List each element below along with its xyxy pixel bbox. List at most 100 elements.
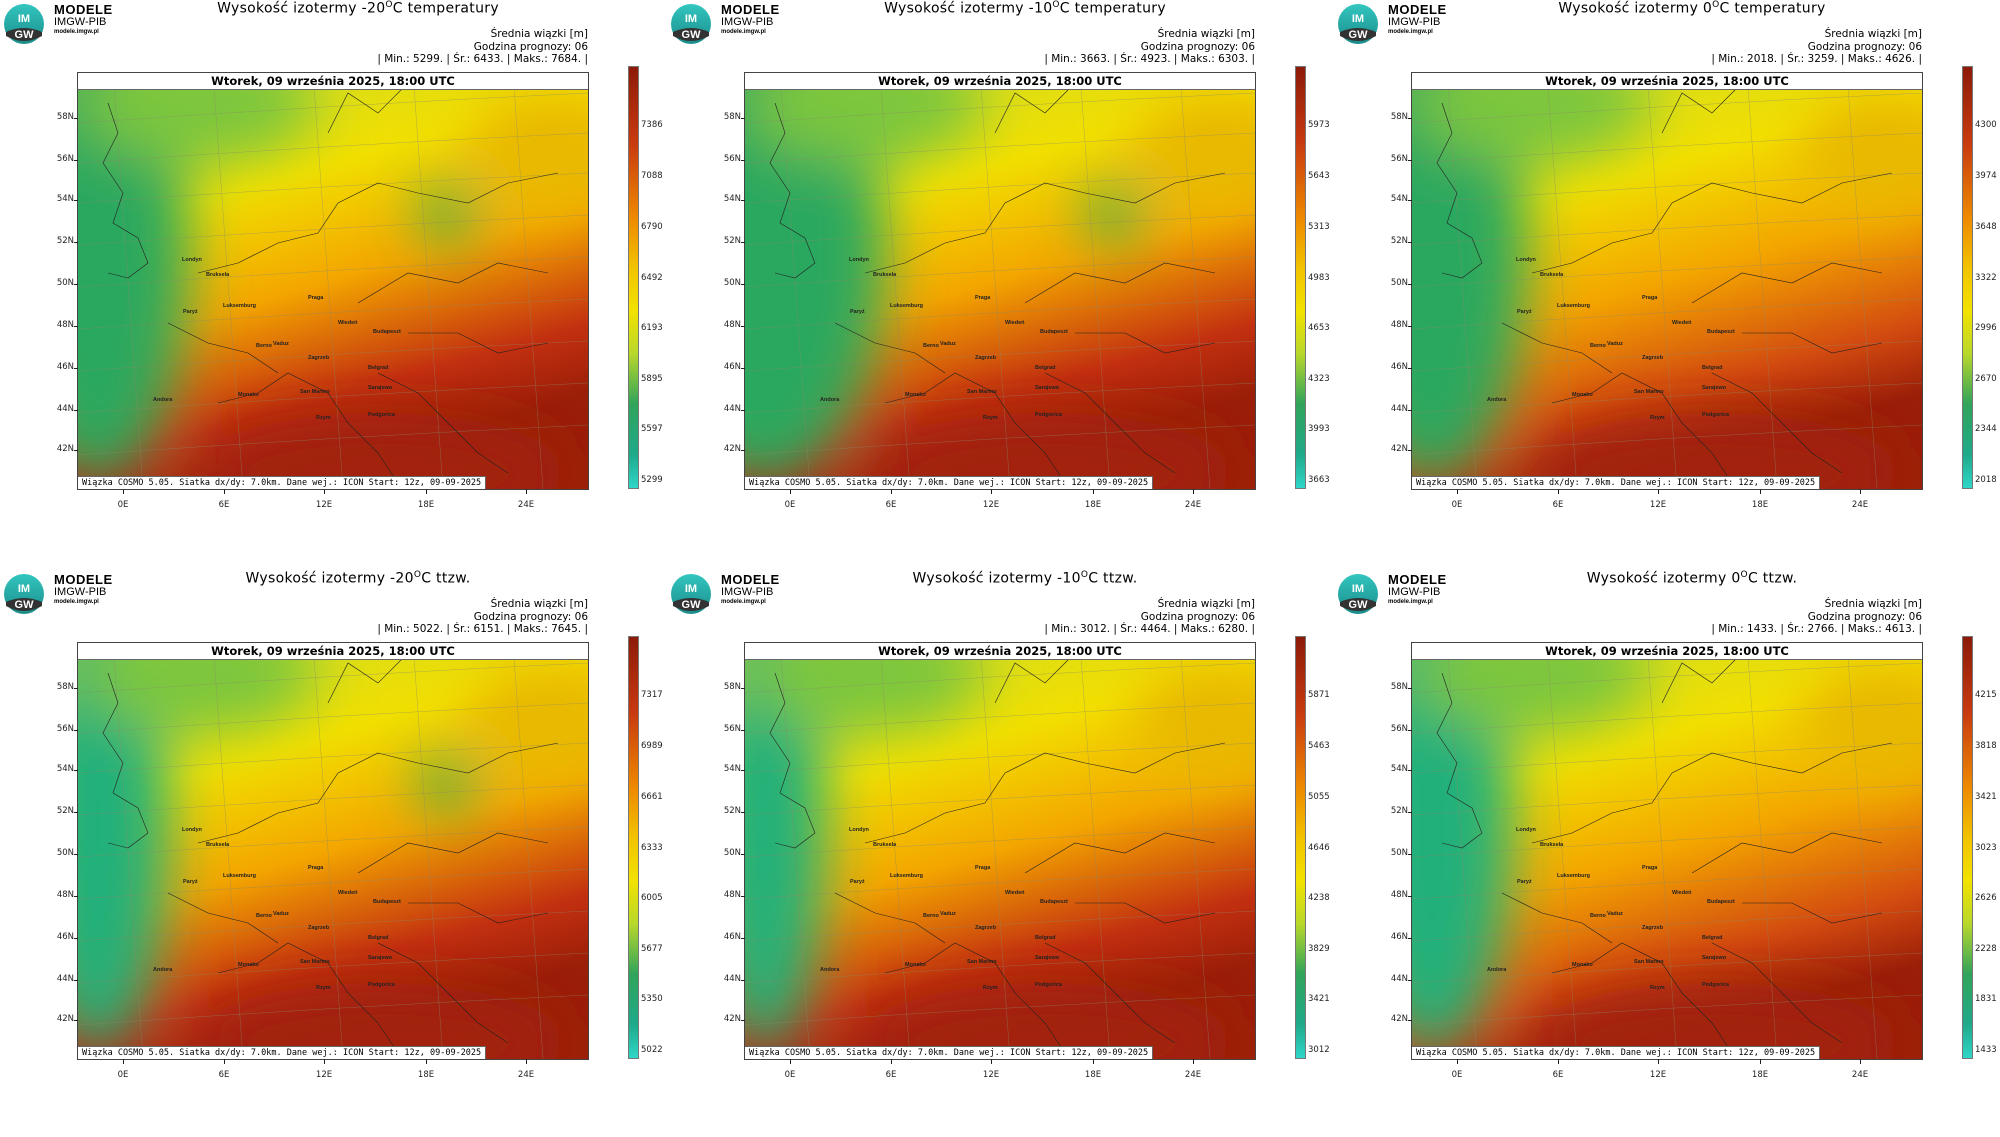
title-prefix: Wysokość izotermy 0 [1558, 0, 1713, 17]
longitude-tick [123, 489, 124, 494]
latitude-tick [741, 770, 745, 771]
city-label: Budapeszt [373, 329, 401, 335]
imgw-logo-icon: IM GW [1338, 4, 1378, 44]
city-label: San Marino [1634, 959, 1664, 965]
colorbar-label: 5299 [641, 475, 663, 485]
colorbar-label: 5055 [1308, 792, 1330, 802]
city-label: Luksemburg [223, 303, 257, 309]
city-label: Paryż [850, 879, 865, 885]
longitude-tick [324, 489, 325, 494]
latitude-tick [1408, 980, 1412, 981]
latitude-label: 54N [723, 764, 741, 774]
city-label: Sarajewo [1035, 955, 1060, 961]
colorbar-label: 4646 [1308, 843, 1330, 853]
latitude-tick [741, 938, 745, 939]
colorbar-label: 5463 [1308, 741, 1330, 751]
city-label: Podgorica [1035, 412, 1062, 418]
isotherm-height-map[interactable]: Londyn Bruksela Paryż Luksemburg Praga Wiedeń… [77, 72, 589, 490]
latitude-tick [1408, 896, 1412, 897]
city-label: Wiedeń [1672, 890, 1692, 896]
height-field [745, 643, 1255, 1059]
latitude-tick [74, 688, 78, 689]
colorbar-label: 5022 [641, 1045, 663, 1055]
svg-text:IM: IM [18, 583, 30, 595]
longitude-tick [1658, 1059, 1659, 1064]
valid-time-bar: Wtorek, 09 września 2025, 18:00 UTC [78, 643, 588, 660]
logo-line-imgw: IMGW-PIB [54, 16, 107, 28]
isotherm-height-map[interactable]: Londyn Bruksela Paryż Luksemburg Praga Wiedeń… [744, 642, 1256, 1060]
longitude-label: 18E [417, 1070, 435, 1080]
isotherm-height-map[interactable]: Londyn Bruksela Paryż Luksemburg Praga Wiedeń… [1411, 642, 1923, 1060]
height-field [78, 73, 588, 489]
min-mean-max-stats: | Min.: 3663. | Śr.: 4923. | Maks.: 6303… [1044, 53, 1255, 65]
longitude-tick [526, 1059, 527, 1064]
city-label: Praga [1642, 295, 1658, 301]
svg-text:IM: IM [685, 583, 697, 595]
city-label: Bruksela [873, 272, 897, 278]
longitude-tick [991, 489, 992, 494]
colorbar-label: 6005 [641, 893, 663, 903]
city-label: Podgorica [1702, 412, 1729, 418]
city-label: Belgrad [1702, 935, 1723, 941]
latitude-label: 52N [56, 236, 74, 246]
valid-time-bar: Wtorek, 09 września 2025, 18:00 UTC [1412, 73, 1922, 90]
colorbar-label: 5643 [1308, 171, 1330, 181]
imgw-logo-icon: IM GW [671, 574, 711, 614]
city-label: Berno [1590, 343, 1606, 349]
title-degree: O [1052, 0, 1060, 10]
longitude-label: 12E [1649, 500, 1667, 510]
longitude-tick [1457, 1059, 1458, 1064]
latitude-tick [741, 284, 745, 285]
svg-text:GW: GW [682, 599, 702, 611]
coastlines [769, 652, 1226, 1054]
isotherm-height-map[interactable]: Londyn Bruksela Paryż Luksemburg Praga Wiedeń… [744, 72, 1256, 490]
latitude-tick [741, 688, 745, 689]
longitude-label: 6E [1552, 500, 1564, 510]
city-label: Bruksela [1540, 842, 1564, 848]
latitude-tick [1408, 688, 1412, 689]
colorbar-label: 3974 [1975, 171, 1997, 181]
latitude-label: 42N [1390, 444, 1408, 454]
logo-line-url: modele.imgw.pl [1388, 29, 1433, 35]
latitude-label: 50N [723, 848, 741, 858]
graticule [745, 73, 1255, 489]
model-source-bar: Wiązka COSMO 5.05. Siatka dx/dy: 7.0km. … [1412, 476, 1821, 489]
latitude-label: 50N [723, 278, 741, 288]
forecast-meta: Średnia wiązki [m] Godzina prognozy: 06 | … [1044, 598, 1255, 636]
latitude-label: 58N [56, 112, 74, 122]
colorbar-label: 6492 [641, 273, 663, 283]
isotherm-height-map[interactable]: Londyn Bruksela Paryż Luksemburg Praga Wiedeń… [1411, 72, 1923, 490]
city-label: Berno [1590, 913, 1606, 919]
forecast-panel: IM GW MODELE IMGW-PIB modele.imgw.pl Wysokość… [667, 570, 1333, 1130]
longitude-label: 24E [1851, 1070, 1869, 1080]
city-label: Luksemburg [1557, 303, 1591, 309]
svg-text:IM: IM [18, 13, 30, 25]
latitude-tick [74, 854, 78, 855]
latitude-tick [1408, 242, 1412, 243]
city-label: Belgrad [1035, 935, 1056, 941]
latitude-label: 52N [1390, 236, 1408, 246]
logo-line-modele: MODELE [1388, 2, 1447, 17]
title-degree: O [1080, 570, 1089, 580]
logo-line-imgw: IMGW-PIB [721, 586, 774, 598]
logo-line-imgw: IMGW-PIB [54, 586, 107, 598]
longitude-label: 6E [218, 1070, 230, 1080]
forecast-meta: Średnia wiązki [m] Godzina prognozy: 06 | … [377, 28, 588, 66]
isotherm-height-map[interactable]: Londyn Bruksela Paryż Luksemburg Praga Wiedeń… [77, 642, 589, 1060]
latitude-tick [74, 410, 78, 411]
latitude-label: 42N [56, 444, 74, 454]
colorbar-label: 2626 [1975, 893, 1997, 903]
forecast-hour-label: Godzina prognozy: 06 [473, 40, 588, 53]
city-label: Berno [923, 343, 939, 349]
longitude-label: 12E [982, 500, 1000, 510]
colorbar [628, 66, 639, 489]
city-label: Belgrad [1702, 365, 1723, 371]
longitude-tick [991, 1059, 992, 1064]
title-prefix: Wysokość izotermy -20 [245, 570, 414, 587]
longitude-label: 12E [315, 500, 333, 510]
latitude-label: 44N [723, 404, 741, 414]
latitude-label: 44N [723, 974, 741, 984]
latitude-label: 56N [1390, 154, 1408, 164]
height-field [745, 73, 1255, 489]
longitude-tick [1760, 1059, 1761, 1064]
